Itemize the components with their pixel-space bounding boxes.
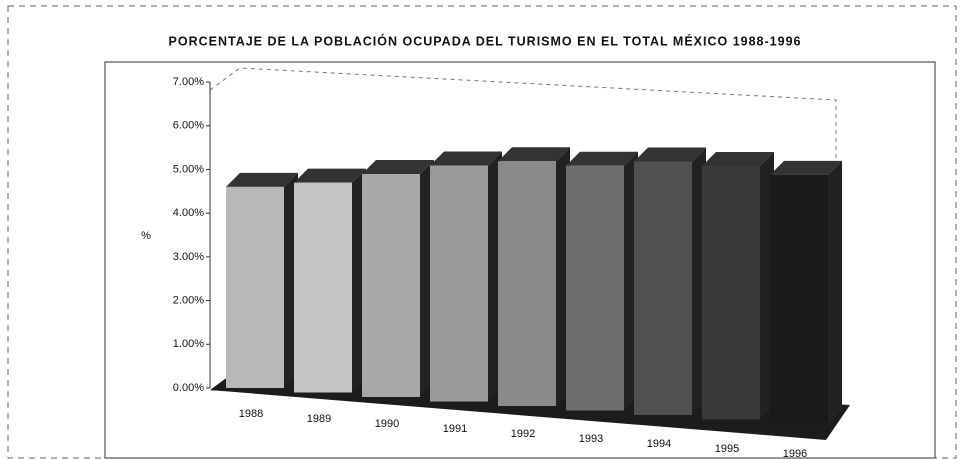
y-tick-label: 1.00% — [173, 338, 204, 350]
bar-top — [294, 168, 366, 183]
bar — [634, 161, 692, 415]
bar — [226, 186, 284, 388]
bar-top — [566, 151, 638, 166]
x-tick-label: 1995 — [715, 443, 739, 455]
x-tick-label: 1990 — [375, 418, 399, 430]
plot-frame — [104, 61, 936, 459]
bar — [566, 165, 624, 411]
y-tick-label: 7.00% — [173, 76, 204, 88]
y-tick-label: 0.00% — [173, 382, 204, 394]
bar-top — [498, 147, 570, 162]
x-tick-label: 1992 — [511, 428, 535, 440]
x-tick-label: 1991 — [443, 423, 467, 435]
x-tick-label: 1989 — [307, 413, 331, 425]
bar — [294, 182, 352, 393]
y-tick-label: 3.00% — [173, 251, 204, 263]
y-tick-label: 2.00% — [173, 294, 204, 306]
x-tick-label: 1994 — [647, 438, 671, 450]
chart-title: PORCENTAJE DE LA POBLACIÓN OCUPADA DEL T… — [169, 33, 802, 48]
bar-top — [430, 151, 502, 166]
x-tick-label: 1993 — [579, 433, 603, 445]
y-tick-label: 5.00% — [173, 163, 204, 175]
bar — [770, 174, 828, 424]
bar-top — [634, 147, 706, 162]
bar-side — [828, 160, 842, 425]
bar — [430, 165, 488, 402]
x-tick-label: 1988 — [239, 408, 263, 420]
bar-top — [770, 160, 842, 175]
x-tick-label: 1996 — [783, 448, 807, 459]
bar — [498, 161, 556, 406]
bar-top — [226, 172, 298, 187]
y-axis-label: % — [141, 230, 151, 242]
y-tick-label: 4.00% — [173, 207, 204, 219]
y-tick-label: 6.00% — [173, 120, 204, 132]
bar — [702, 165, 760, 420]
bar-top — [702, 151, 774, 166]
bar-top — [362, 160, 434, 175]
bar — [362, 174, 420, 397]
